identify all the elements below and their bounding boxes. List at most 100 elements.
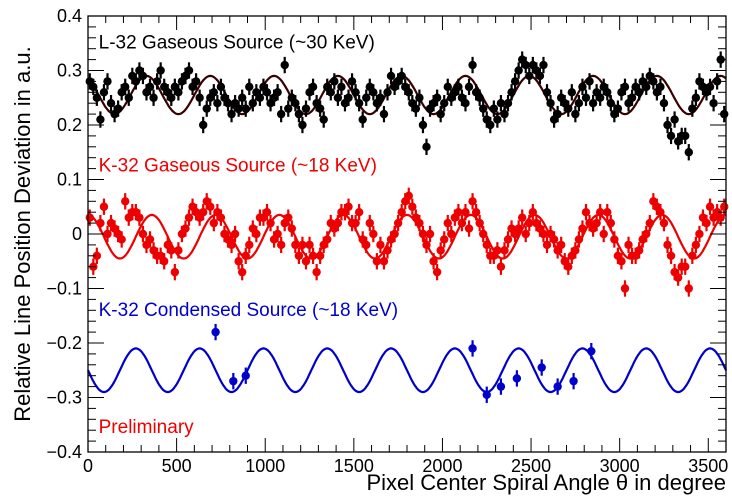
data-point <box>383 242 392 259</box>
data-point <box>408 198 417 215</box>
data-point <box>241 100 250 117</box>
data-point <box>145 231 155 248</box>
data-point <box>262 84 272 101</box>
data-point <box>237 89 247 106</box>
y-tick-label: −0.1 <box>46 279 82 299</box>
data-point <box>202 100 211 117</box>
data-point <box>319 111 328 128</box>
data-point <box>241 247 250 264</box>
data-point <box>294 247 304 264</box>
data-point <box>606 214 616 232</box>
data-point <box>241 367 250 384</box>
data-point <box>659 95 669 112</box>
x-axis-title: Pixel Center Spiral Angle θ in degree <box>366 470 726 495</box>
data-point <box>521 225 530 243</box>
data-point <box>659 214 669 232</box>
data-point <box>411 100 421 117</box>
data-point <box>284 100 293 117</box>
data-point <box>479 100 488 117</box>
data-point <box>537 359 546 376</box>
data-point <box>464 220 474 237</box>
data-point <box>436 242 445 259</box>
x-tick-label: 3500 <box>688 456 728 476</box>
data-point <box>588 95 598 112</box>
data-point <box>245 78 254 96</box>
data-point <box>404 187 413 205</box>
data-point <box>276 105 286 123</box>
data-point <box>695 225 704 243</box>
data-point <box>691 89 701 106</box>
x-tick-label: 0 <box>83 456 93 476</box>
data-point <box>574 231 584 248</box>
data-point <box>386 67 396 85</box>
data-point <box>542 84 552 101</box>
data-point <box>369 84 378 101</box>
data-point <box>503 231 513 248</box>
data-point <box>496 258 506 275</box>
data-point <box>461 95 470 112</box>
data-point <box>195 89 204 106</box>
data-point <box>298 236 307 254</box>
data-point <box>468 193 477 210</box>
data-point <box>184 62 194 79</box>
data-point <box>479 225 488 243</box>
y-tick-label: −0.2 <box>46 333 82 353</box>
data-point <box>610 231 619 248</box>
data-point <box>712 73 722 90</box>
data-point <box>514 220 523 237</box>
data-point <box>333 214 343 232</box>
data-point <box>574 95 584 112</box>
data-point <box>312 263 321 281</box>
y-axis-title: Relative Line Position Deviation in a.u. <box>10 46 35 421</box>
data-point <box>512 370 522 387</box>
data-point <box>223 95 233 112</box>
data-point <box>587 343 596 360</box>
data-point <box>347 73 357 90</box>
data-point <box>546 95 555 112</box>
data-point <box>404 84 413 101</box>
data-point <box>681 258 690 275</box>
data-point <box>351 214 360 232</box>
data-point <box>429 253 438 270</box>
data-point <box>333 89 343 106</box>
data-point <box>262 204 272 221</box>
data-point <box>564 258 573 275</box>
data-point <box>539 56 548 74</box>
data-point <box>517 209 527 226</box>
data-point <box>620 280 630 297</box>
data-point <box>191 73 201 90</box>
data-point <box>432 263 442 281</box>
data-point <box>252 225 261 243</box>
data-point <box>569 372 578 390</box>
data-point <box>475 89 484 106</box>
data-point <box>287 220 297 237</box>
data-point <box>198 116 208 134</box>
data-point <box>330 73 339 90</box>
data-point <box>673 269 683 286</box>
data-point <box>684 280 693 297</box>
data-point <box>266 214 275 232</box>
data-point <box>301 253 311 270</box>
data-point <box>578 78 587 96</box>
data-point <box>167 242 176 259</box>
data-point <box>145 78 155 96</box>
data-point <box>181 220 190 237</box>
data-point <box>422 138 431 155</box>
data-point <box>397 204 406 221</box>
data-point <box>209 214 219 232</box>
data-point <box>624 236 633 254</box>
data-point <box>390 225 399 243</box>
annotation-0: L-32 Gaseous Source (~30 KeV) <box>99 33 375 54</box>
data-point <box>291 236 300 254</box>
data-point <box>308 78 318 96</box>
data-point <box>595 89 605 106</box>
data-point <box>358 111 367 128</box>
data-point <box>464 78 474 96</box>
data-point <box>663 236 672 254</box>
data-point <box>92 247 102 264</box>
data-point <box>383 84 392 101</box>
data-point <box>117 231 126 248</box>
data-point <box>184 209 194 226</box>
data-point <box>606 95 616 112</box>
data-point <box>468 340 477 357</box>
